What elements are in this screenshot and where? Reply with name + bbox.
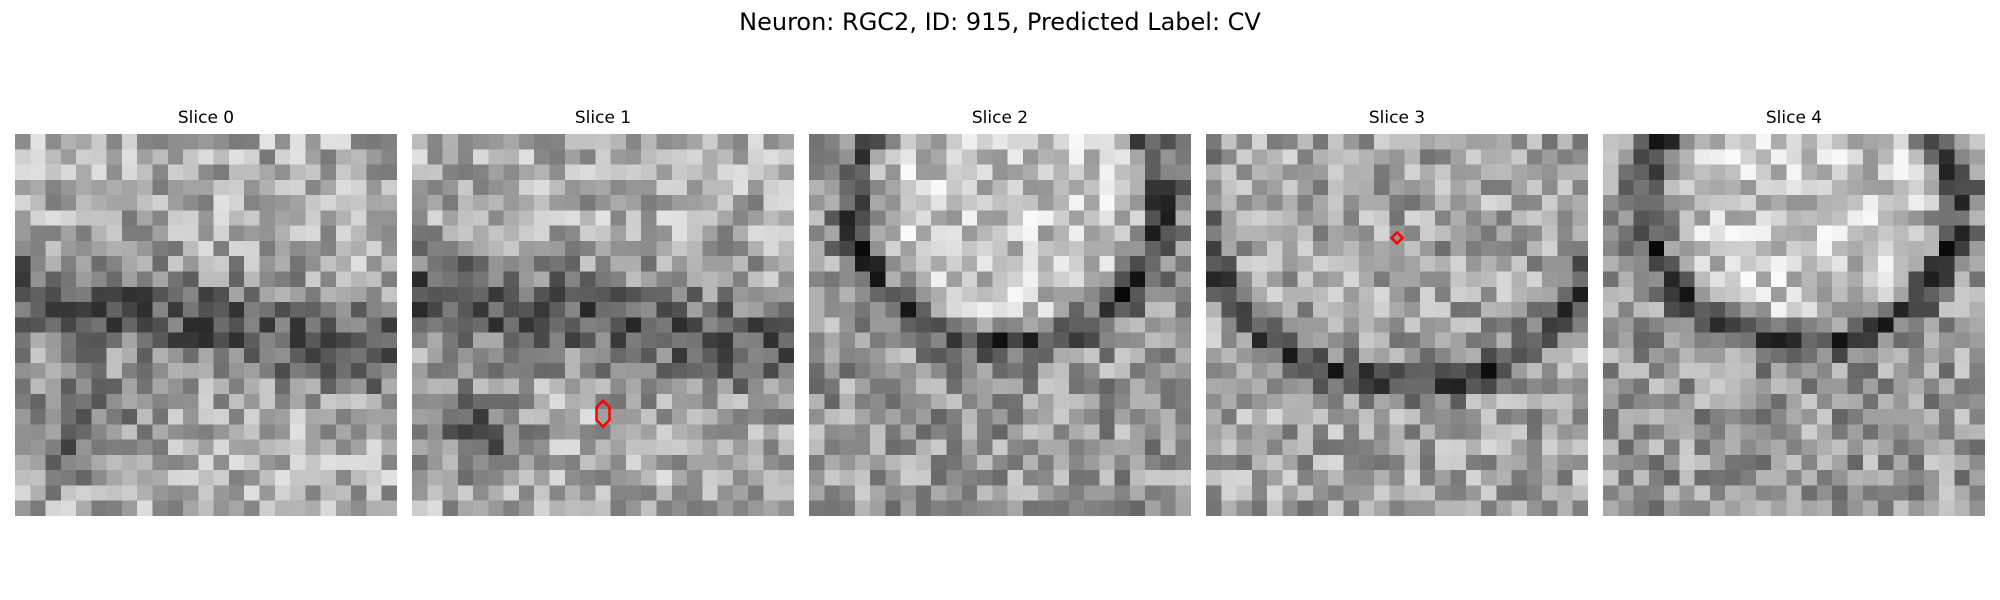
slice-panel-1: Slice 1 bbox=[412, 108, 794, 516]
marker-overlay bbox=[595, 398, 611, 429]
marker-overlay bbox=[809, 134, 1191, 516]
slice-image bbox=[809, 134, 1191, 516]
slice-panel-0: Slice 0 bbox=[15, 108, 397, 516]
marker-overlay bbox=[15, 134, 397, 516]
slice-panel-2: Slice 2 bbox=[809, 108, 1191, 516]
slice-title: Slice 0 bbox=[177, 108, 235, 128]
slice-image bbox=[15, 134, 397, 516]
marker-overlay bbox=[1389, 230, 1405, 246]
slice-panel-4: Slice 4 bbox=[1603, 108, 1985, 516]
slice-image bbox=[412, 134, 794, 516]
slice-panel-3: Slice 3 bbox=[1206, 108, 1588, 516]
figure-title: Neuron: RGC2, ID: 915, Predicted Label: … bbox=[739, 8, 1261, 36]
slice-title: Slice 3 bbox=[1368, 108, 1426, 128]
marker-overlay bbox=[1603, 134, 1985, 516]
slice-title: Slice 2 bbox=[971, 108, 1029, 128]
slice-image bbox=[1206, 134, 1588, 516]
roi-marker bbox=[1389, 230, 1405, 246]
slice-image bbox=[1603, 134, 1985, 516]
slice-title: Slice 4 bbox=[1765, 108, 1823, 128]
slice-title: Slice 1 bbox=[574, 108, 632, 128]
roi-marker bbox=[595, 398, 611, 429]
